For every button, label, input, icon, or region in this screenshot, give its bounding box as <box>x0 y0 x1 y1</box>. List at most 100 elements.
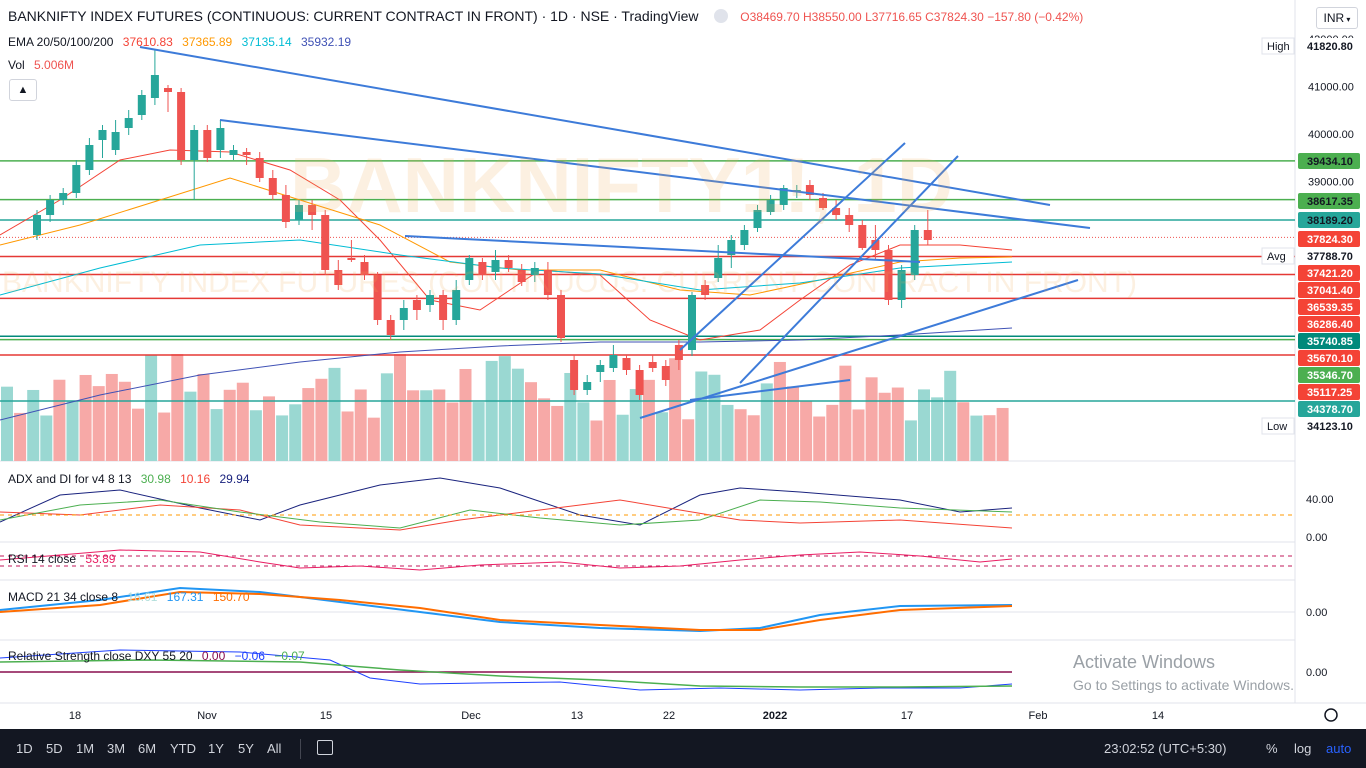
timeframe-all[interactable]: All <box>267 741 282 756</box>
candle-body <box>819 198 827 208</box>
candle-body <box>33 215 41 235</box>
rsi-legend[interactable]: RSI 14 close 53.89 <box>8 552 121 566</box>
timeframe-5d[interactable]: 5D <box>46 741 63 756</box>
candle-body <box>229 150 238 155</box>
volume-bar <box>983 415 996 461</box>
candle-body <box>478 262 487 275</box>
volume-bar <box>931 397 944 461</box>
pane-axis-tick: 40.00 <box>1306 494 1334 506</box>
price-tag <box>1298 316 1360 332</box>
candle-body <box>98 130 107 140</box>
volume-bar <box>891 387 904 461</box>
rs-legend[interactable]: Relative Strength close DXY 55 20 0.00 −… <box>8 649 311 663</box>
adx-legend[interactable]: ADX and DI for v4 8 13 30.98 10.16 29.94 <box>8 472 256 486</box>
price-tag-label-box <box>1261 417 1295 435</box>
volume-bar <box>498 356 511 461</box>
volume-bar <box>433 389 446 461</box>
volume-bar <box>380 373 393 461</box>
candle-body <box>452 290 461 320</box>
price-tag-value: 39434.10 <box>1307 156 1353 168</box>
adx-value-2: 10.16 <box>180 472 211 486</box>
macd-label: MACD 21 34 close 8 <box>8 590 119 604</box>
volume-bar <box>669 358 682 461</box>
activate-windows-subtitle: Go to Settings to activate Windows. <box>1073 677 1294 693</box>
timeframe-5y[interactable]: 5Y <box>238 741 254 756</box>
volume-bar <box>132 408 144 461</box>
timeframe-ytd[interactable]: YTD <box>170 741 196 756</box>
candle-body <box>596 365 605 372</box>
timeframe-1y[interactable]: 1Y <box>208 741 224 756</box>
candle-body <box>504 260 513 268</box>
time-axis-tick: 22 <box>663 710 675 722</box>
volume-bar <box>813 416 826 461</box>
candle-body <box>399 308 408 320</box>
ohlc-low: L37716.65 <box>865 10 922 24</box>
volume-bar <box>394 354 406 461</box>
chart-canvas[interactable]: 42000.0041000.0040000.0039000.0041820.80… <box>0 0 1366 729</box>
price-tag-value: 34123.10 <box>1307 421 1353 433</box>
symbol-legend[interactable]: BANKNIFTY INDEX FUTURES (CONTINUOUS: CUR… <box>8 8 1083 24</box>
price-tag <box>1298 418 1360 434</box>
candle-body <box>805 185 814 195</box>
ema-100-value: 37135.14 <box>241 35 292 49</box>
volume-bar <box>747 415 760 461</box>
volume-bar <box>420 390 433 461</box>
candle-body <box>242 152 251 155</box>
rs-line <box>0 649 1013 691</box>
timeframe-1m[interactable]: 1M <box>76 741 95 756</box>
volume-bar <box>695 371 708 461</box>
symbol-title[interactable]: BANKNIFTY INDEX FUTURES (CONTINUOUS: CUR… <box>8 8 699 24</box>
divider <box>300 739 301 759</box>
price-tag-value: 37788.70 <box>1307 251 1353 263</box>
pane-axis-tick: 0.00 <box>1306 532 1327 544</box>
price-tag <box>1298 231 1360 247</box>
macd-legend[interactable]: MACD 21 34 close 8 16.61 167.31 150.70 <box>8 590 256 604</box>
candle-body <box>491 260 500 272</box>
collapse-legend-button[interactable]: ▲ <box>9 79 37 101</box>
log-scale-toggle[interactable]: log <box>1294 741 1312 756</box>
pane-axis-tick: 0.00 <box>1306 607 1327 619</box>
volume-bar <box>878 392 891 461</box>
volume-bar <box>485 360 498 461</box>
price-tag <box>1298 248 1360 264</box>
time-axis-tick: Nov <box>197 710 217 722</box>
volume-bar <box>734 409 747 461</box>
gear-icon <box>1324 708 1338 722</box>
price-tag-label-box <box>1261 37 1295 55</box>
auto-scale-toggle[interactable]: auto <box>1326 741 1352 756</box>
ohlc-close: C37824.30 <box>925 10 984 24</box>
currency-selector[interactable]: INR ▾ <box>1316 7 1358 29</box>
volume-bar <box>629 389 642 461</box>
percent-scale-toggle[interactable]: % <box>1266 741 1278 756</box>
timeframe-1d[interactable]: 1D <box>16 741 33 756</box>
candle-body <box>543 270 552 295</box>
clock-timezone[interactable]: 23:02:52 (UTC+5:30) <box>1104 741 1227 756</box>
timeframe-6m[interactable]: 6M <box>138 741 157 756</box>
rs-signal-line <box>0 659 1013 688</box>
time-axis-tick: Feb <box>1029 710 1048 722</box>
rsi-value: 53.89 <box>85 552 116 566</box>
volume-bar <box>721 404 734 461</box>
volume-bar <box>511 368 524 461</box>
volume-bar <box>197 373 210 461</box>
volume-bar <box>27 389 40 461</box>
ema-50-value: 37365.89 <box>182 35 233 49</box>
volume-legend[interactable]: Vol 5.006M <box>8 58 80 72</box>
candle-body <box>164 88 172 92</box>
candle-body <box>111 132 120 150</box>
timeframe-3m[interactable]: 3M <box>107 741 126 756</box>
volume-bar <box>760 383 773 461</box>
candle-body <box>46 200 55 215</box>
volume-bar <box>918 389 930 461</box>
candle-body <box>321 215 330 270</box>
volume-bar <box>40 415 53 461</box>
volume-bar <box>577 402 590 461</box>
date-range-icon[interactable] <box>317 740 333 755</box>
volume-bar <box>538 398 551 461</box>
trend-line <box>219 119 1091 229</box>
ema-legend[interactable]: EMA 20/50/100/200 37610.83 37365.89 3713… <box>8 35 357 49</box>
macd-line <box>0 586 1013 633</box>
volume-bar <box>904 420 917 461</box>
price-tag <box>1298 153 1360 169</box>
volume-bar <box>341 411 354 461</box>
